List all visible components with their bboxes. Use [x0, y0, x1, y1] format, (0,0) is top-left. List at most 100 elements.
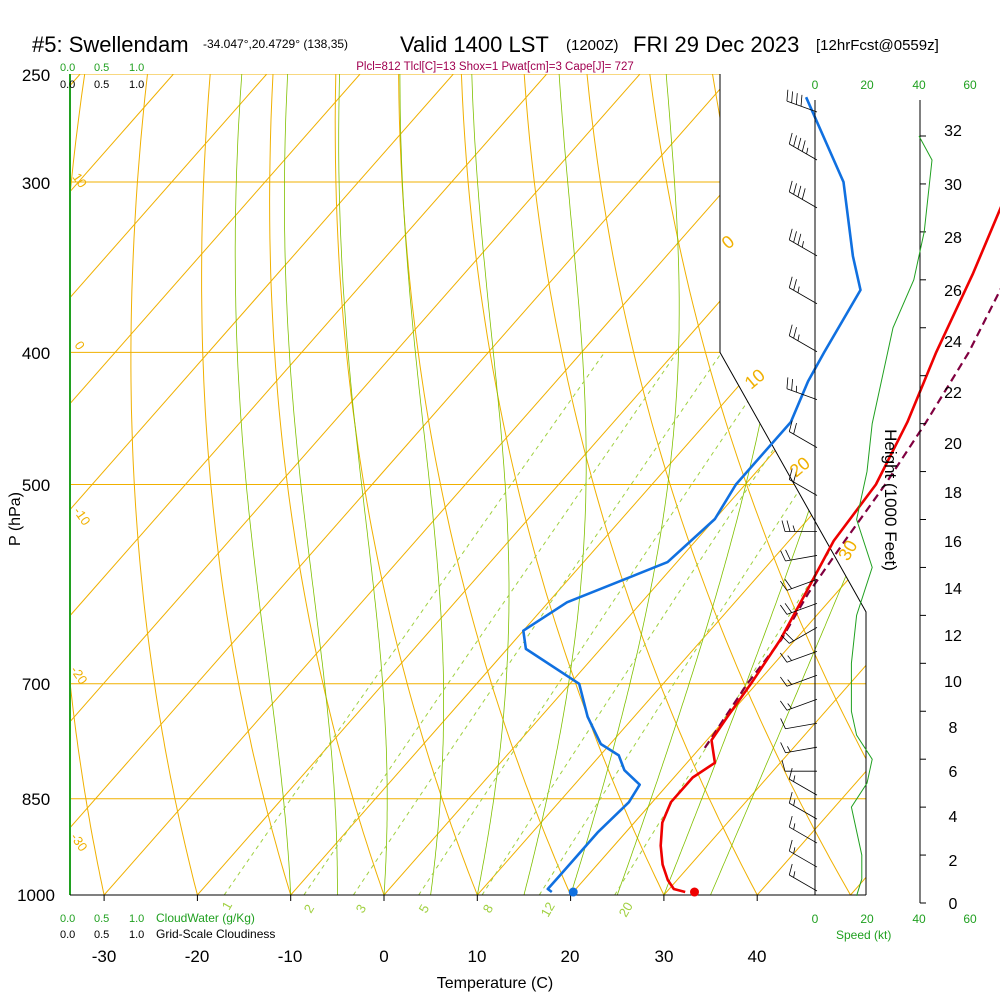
height-tick-label: 2 [949, 853, 958, 870]
wind-barb-flag [788, 768, 793, 780]
isotherm-line [383, 74, 866, 895]
cloud-scale-top-green-1: 0.5 [94, 62, 109, 74]
isotherm-line [103, 74, 827, 895]
surface-temperature-marker [690, 887, 700, 897]
temperature-line [659, 205, 1000, 894]
pressure-tick-label: 1000 [17, 886, 55, 905]
wind-barb-half-flag [793, 775, 796, 782]
wind-barb [780, 718, 818, 730]
dry-adiabat-line [522, 74, 774, 895]
wind-barb-staff [789, 802, 818, 820]
height-axis-label: Height (1000 Feet) [881, 429, 900, 571]
mixing-ratio-label: 12 [538, 899, 558, 919]
mixing-ratio-line [303, 352, 678, 895]
wind-barb [780, 627, 818, 644]
speed-tick-label-top: 40 [912, 78, 926, 92]
height-tick-label: 4 [949, 809, 958, 826]
valid-zulu: (1200Z) [566, 37, 619, 54]
cloud-scale-top-green-2: 1.0 [129, 62, 144, 74]
wind-barb-flag [788, 839, 793, 852]
dry-adiabat-line [70, 74, 111, 895]
wind-barb-staff [789, 191, 818, 209]
wind-barb-flag [800, 94, 803, 107]
wind-barb [788, 420, 818, 448]
wind-barb-flag [786, 520, 791, 532]
dry-adiabat-line [334, 74, 490, 895]
cloud-scale-top-black-0: 0.0 [60, 79, 75, 91]
parcel-line [703, 287, 1000, 749]
wind-barb [788, 839, 818, 868]
wind-barb [788, 324, 818, 353]
moist-adiabat-line [471, 74, 510, 895]
y-axis-label: P (hPa) [7, 492, 24, 546]
speed-tick-label-top: 0 [812, 78, 819, 92]
wind-barb-staff [789, 778, 818, 796]
wind-barb-flag [788, 132, 793, 145]
wind-barb-flag [788, 791, 793, 804]
wind-barb [788, 768, 818, 796]
wind-barb-half-flag [793, 847, 796, 854]
wind-barb [780, 742, 818, 754]
wind-barb-flag [780, 718, 786, 729]
wind-barb-flag [785, 632, 794, 642]
moist-adiabat-line [663, 74, 866, 895]
wind-barb [788, 180, 818, 209]
height-tick-label: 26 [944, 283, 962, 300]
wind-barb-flag [780, 604, 788, 615]
wind-barb-half-flag [806, 147, 809, 155]
forecast-label: [12hrFcst@0559z] [816, 37, 939, 54]
wind-barb [780, 549, 818, 562]
isotherm-line [70, 74, 734, 895]
wind-barb-flag [788, 420, 793, 432]
height-tick-label: 20 [944, 436, 962, 453]
wind-barb-flag [801, 140, 806, 152]
wind-barb [786, 377, 818, 401]
temperature-tick-label: -30 [92, 947, 117, 966]
wind-barb-half-flag [793, 871, 796, 878]
wind-barb-flag [788, 468, 793, 480]
mixing-ratio-line [418, 352, 782, 895]
isotherm-line [70, 74, 641, 895]
wind-barb [780, 698, 818, 711]
wind-barb-flag [788, 276, 793, 288]
wind-barb [788, 863, 818, 892]
mixing-ratio-line [481, 352, 839, 895]
isotherm-line [70, 74, 548, 895]
dry-adiabat-line [269, 74, 395, 895]
moist-adiabat-line [338, 74, 388, 895]
wind-barb-flag [791, 379, 793, 391]
wind-barb-flag [801, 188, 806, 200]
wind-barb-staff [789, 239, 818, 257]
isotherm-line [70, 74, 361, 895]
wind-barb [780, 579, 818, 591]
speed-tick-label-bottom: 60 [963, 912, 977, 926]
mixing-ratio-line [352, 352, 723, 895]
wind-barb-half-flag [793, 799, 796, 806]
wind-barb-flag [781, 520, 786, 532]
wind-barb-flag [786, 377, 789, 389]
temperature-tick-label: -20 [185, 947, 210, 966]
moist-adiabat-line [523, 74, 587, 895]
wind-barb-staff [785, 722, 818, 730]
moist-adiabat-line [234, 74, 292, 895]
wind-barb-flag [788, 180, 793, 193]
wind-barb-half-flag [792, 525, 796, 532]
wind-barb-flag [780, 580, 788, 591]
dry-adiabat-line [584, 74, 866, 895]
isotherm-line [70, 74, 268, 895]
wind-barb-half-flag [801, 241, 804, 248]
wind-barb-flag [788, 815, 793, 828]
wind-barb-flag [780, 700, 788, 711]
wind-barb-staff [786, 650, 818, 663]
wind-barb-staff [789, 826, 818, 844]
cloud-scale-bottom-black-0: 0.0 [60, 929, 75, 941]
isotherm-line [70, 74, 454, 895]
wind-barb [781, 520, 817, 532]
wind-barb-staff [786, 603, 818, 615]
height-tick-label: 24 [944, 334, 962, 351]
speed-tick-label-bottom: 20 [860, 912, 874, 926]
wind-barb-staff [786, 388, 818, 401]
height-tick-label: 16 [944, 534, 962, 551]
dry-adiabat-line [130, 74, 206, 895]
temperature-tick-label: 10 [468, 947, 487, 966]
